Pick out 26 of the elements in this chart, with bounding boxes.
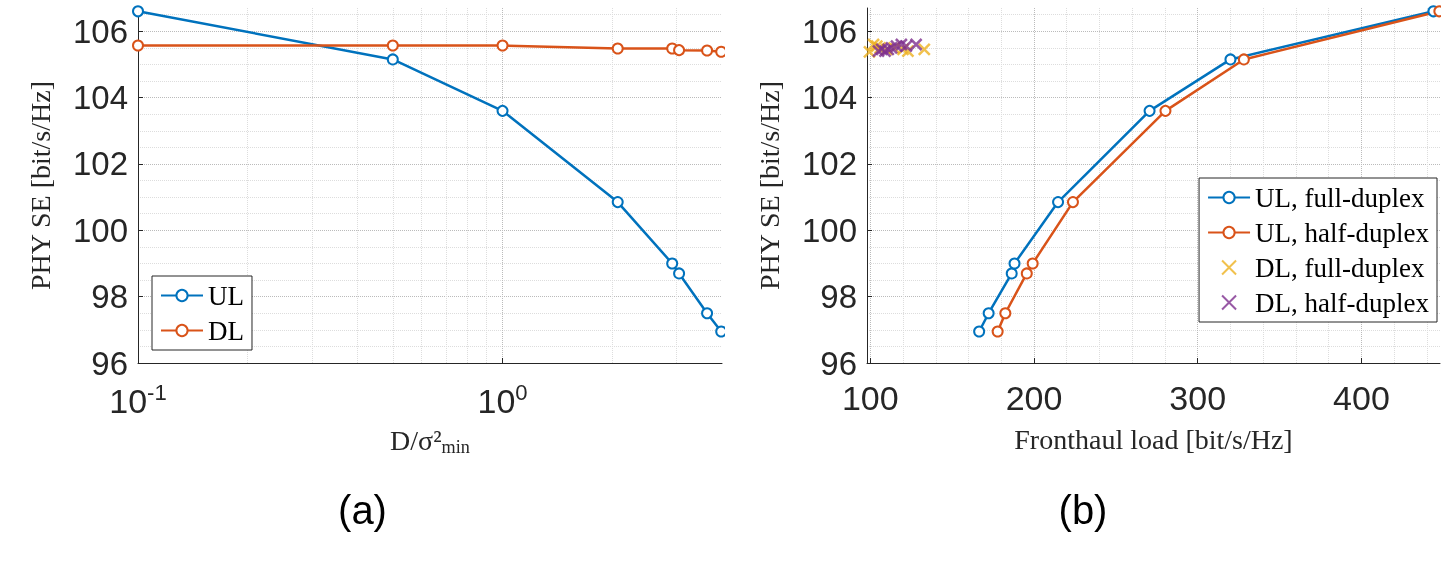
y-tick-label: 104 bbox=[801, 79, 857, 117]
legend-label: DL, half-duplex bbox=[1255, 287, 1430, 318]
y-tick-label: 106 bbox=[72, 12, 128, 50]
x-axis-title: Fronthaul load [bit/s/Hz] bbox=[1014, 423, 1293, 455]
y-axis-title: PHY SE [bit/s/Hz] bbox=[24, 81, 56, 290]
x-tick-label: 300 bbox=[1169, 379, 1227, 417]
y-tick-label: 102 bbox=[801, 145, 857, 183]
legend-label: UL, half-duplex bbox=[1255, 217, 1430, 248]
y-tick-label: 102 bbox=[72, 145, 128, 183]
legend-label: UL bbox=[208, 280, 244, 311]
y-axis-title: PHY SE [bit/s/Hz] bbox=[753, 81, 785, 290]
legend-label: UL, full-duplex bbox=[1255, 182, 1426, 213]
y-tick-label: 106 bbox=[801, 12, 857, 50]
y-tick-label: 100 bbox=[72, 211, 128, 249]
y-tick-label: 96 bbox=[91, 344, 128, 382]
y-tick-label: 104 bbox=[72, 79, 128, 117]
y-tick-label: 96 bbox=[820, 344, 857, 382]
text: (a) bbox=[338, 488, 387, 532]
y-tick-label: 98 bbox=[820, 278, 857, 316]
legend-label: DL, full-duplex bbox=[1255, 252, 1426, 283]
x-tick-label: 400 bbox=[1333, 379, 1390, 417]
legend-label: DL bbox=[208, 315, 244, 346]
x-tick-label: 200 bbox=[1005, 379, 1063, 417]
y-tick-label: 98 bbox=[91, 278, 128, 316]
y-tick-label: 100 bbox=[801, 211, 857, 249]
text: (b) bbox=[1058, 488, 1108, 532]
